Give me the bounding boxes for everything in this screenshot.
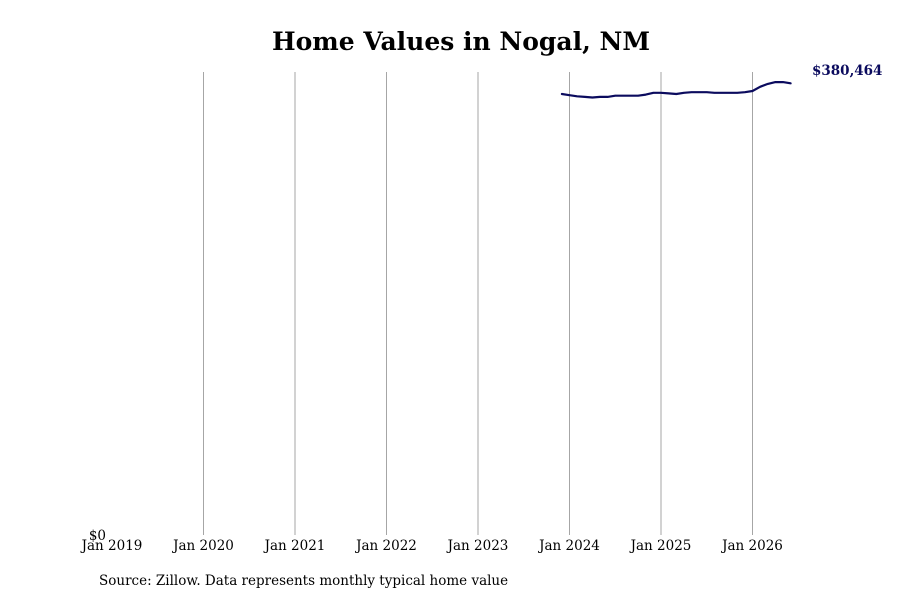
end-value-label: $380,464 bbox=[812, 63, 882, 79]
x-tick-label: Jan 2025 bbox=[629, 538, 692, 554]
chart-title: Home Values in Nogal, NM bbox=[272, 27, 650, 56]
series-layer bbox=[560, 80, 792, 99]
x-tick-label: Jan 2020 bbox=[171, 538, 234, 554]
home-value-line bbox=[560, 80, 792, 99]
x-tick-label: Jan 2022 bbox=[354, 538, 417, 554]
source-note: Source: Zillow. Data represents monthly … bbox=[99, 573, 509, 589]
x-tick-label: Jan 2024 bbox=[537, 538, 600, 554]
x-tick-label: Jan 2019 bbox=[80, 538, 143, 554]
x-tick-label: Jan 2023 bbox=[446, 538, 509, 554]
x-axis-tick-labels: Jan 2019 Jan 2020 Jan 2021 Jan 2022 Jan 2023… bbox=[80, 538, 783, 554]
x-tick-label: Jan 2026 bbox=[720, 538, 783, 554]
y-tick-label-zero: $0 bbox=[89, 528, 106, 544]
gridlines bbox=[203, 72, 753, 535]
x-tick-label: Jan 2021 bbox=[263, 538, 326, 554]
